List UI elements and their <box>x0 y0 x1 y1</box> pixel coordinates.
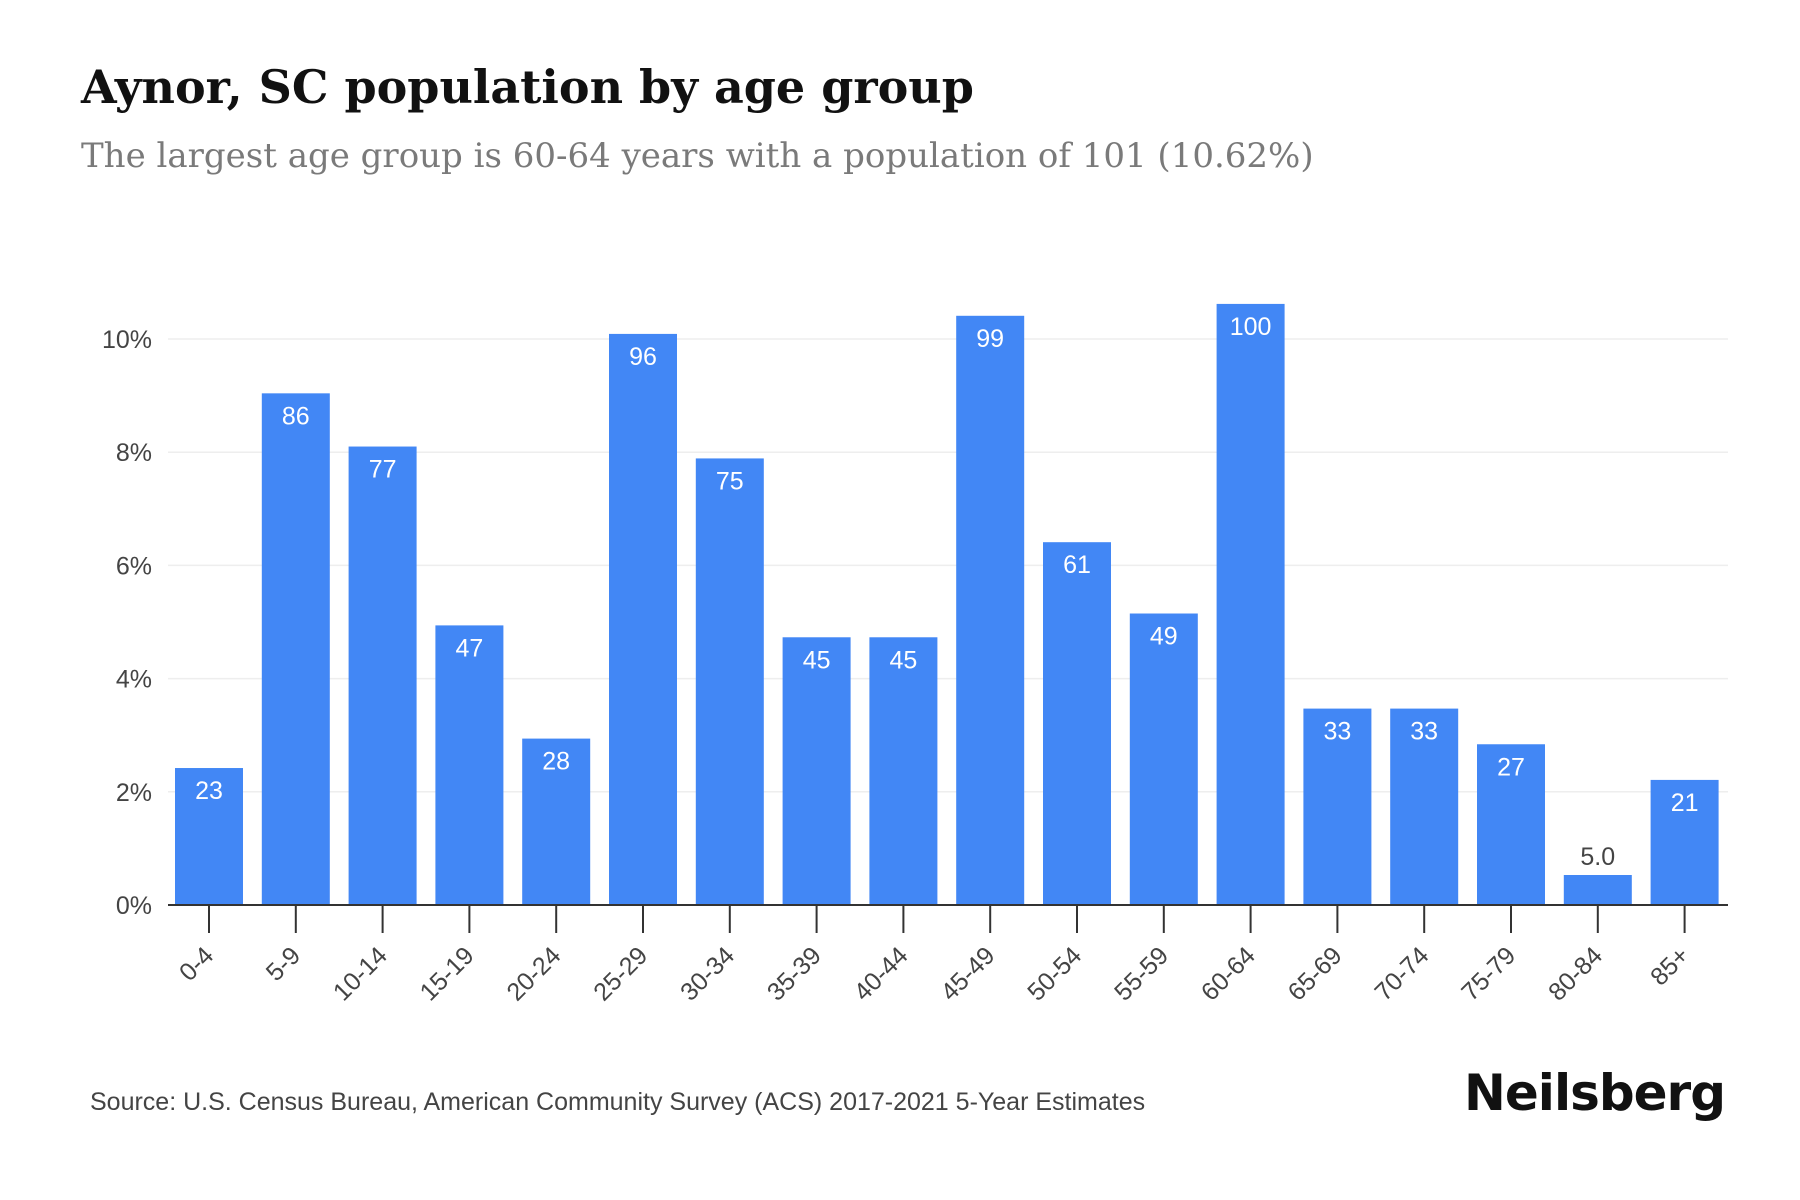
data-label: 27 <box>1497 753 1525 781</box>
data-label: 99 <box>976 325 1004 353</box>
data-label: 100 <box>1230 313 1272 341</box>
data-label: 96 <box>629 343 657 371</box>
x-tick-label: 80-84 <box>1543 941 1608 1006</box>
x-tick-label: 40-44 <box>849 941 914 1006</box>
chart-subtitle: The largest age group is 60-64 years wit… <box>81 136 1314 176</box>
y-tick-label: 8% <box>116 439 152 467</box>
chart-title: Aynor, SC population by age group <box>81 60 974 114</box>
bar-45-49 <box>956 315 1025 905</box>
data-label: 28 <box>542 748 570 776</box>
y-tick-label: 4% <box>116 666 152 694</box>
x-tick-label: 65-69 <box>1283 941 1348 1006</box>
bar-70-74 <box>1390 708 1459 905</box>
bar-60-64 <box>1216 303 1285 906</box>
data-label: 23 <box>195 777 223 805</box>
data-label: 21 <box>1671 789 1699 817</box>
data-label: 86 <box>282 402 310 430</box>
bar-25-29 <box>609 333 677 905</box>
y-tick-label: 2% <box>116 779 152 807</box>
x-axis: 0-4 5-9 10-14 15-19 20-24 25-29 30-34 35-39 40-4… <box>168 904 1728 1006</box>
data-label: 61 <box>1063 551 1091 579</box>
x-tick-label: 50-54 <box>1022 941 1087 1006</box>
bar-15-19 <box>435 625 504 905</box>
y-tick-label: 0% <box>116 892 152 920</box>
source-note: Source: U.S. Census Bureau, American Com… <box>90 1088 1146 1116</box>
data-label: 47 <box>455 634 483 662</box>
data-label: 49 <box>1150 623 1178 651</box>
x-tick-label: 15-19 <box>415 941 480 1006</box>
brand-logo: Neilsberg <box>1464 1064 1726 1122</box>
bar-10-14 <box>348 446 417 905</box>
x-tick-label: 0-4 <box>174 941 219 986</box>
x-tick-label: 45-49 <box>935 941 1000 1006</box>
bar-35-39 <box>782 637 851 905</box>
data-label: 45 <box>803 646 831 674</box>
bar-55-59 <box>1129 613 1198 905</box>
data-label: 75 <box>716 467 744 495</box>
x-tick-label: 10-14 <box>328 941 393 1006</box>
data-label: 33 <box>1410 718 1438 746</box>
bar-85+ <box>1650 779 1719 905</box>
bar-75-79 <box>1477 744 1545 905</box>
grid-lines <box>168 338 1728 793</box>
y-tick-label: 10% <box>102 326 152 354</box>
bar-50-54 <box>1043 542 1111 905</box>
x-tick-label: 30-34 <box>675 941 740 1006</box>
data-label: 77 <box>369 456 397 484</box>
x-tick-label: 35-39 <box>762 941 827 1006</box>
bar-80-84 <box>1563 875 1632 905</box>
x-tick-label: 60-64 <box>1196 941 1261 1006</box>
bar-30-34 <box>695 458 764 905</box>
bar-65-69 <box>1303 708 1372 905</box>
x-tick-label: 5-9 <box>261 941 306 986</box>
x-tick-label: 25-29 <box>588 941 653 1006</box>
x-tick-label: 70-74 <box>1369 941 1434 1006</box>
bar-20-24 <box>522 738 591 905</box>
x-tick-label: 85+ <box>1645 941 1695 991</box>
bars: 23 86 77 47 28 96 75 45 45 99 61 49 100 33 33 27 5.0 21 <box>175 303 1719 906</box>
y-axis-ticks: 0% 2% 4% 6% 8% 10% <box>102 326 152 920</box>
data-label: 5.0 <box>1580 843 1615 871</box>
data-label: 45 <box>889 646 917 674</box>
x-tick-label: 55-59 <box>1109 941 1174 1006</box>
x-tick-label: 75-79 <box>1456 941 1521 1006</box>
bar-40-44 <box>869 637 938 905</box>
data-label: 33 <box>1323 718 1351 746</box>
bar-5-9 <box>261 393 330 905</box>
x-tick-label: 20-24 <box>501 941 566 1006</box>
y-tick-label: 6% <box>116 552 152 580</box>
bar-0-4 <box>175 768 243 905</box>
